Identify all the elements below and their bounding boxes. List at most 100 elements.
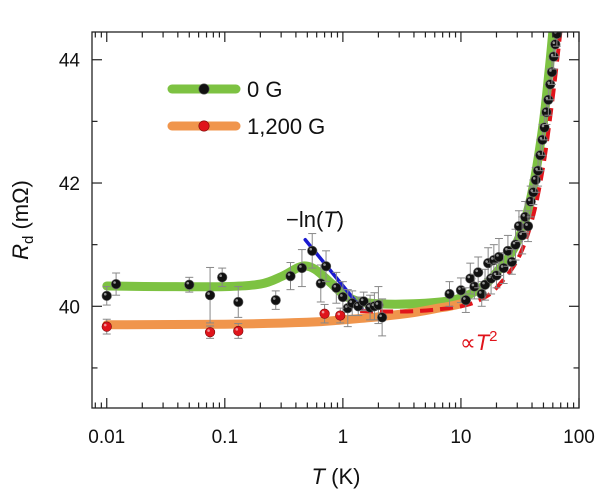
marker-highlight-0g-42 — [525, 223, 528, 226]
marker-highlight-0g-16 — [355, 303, 359, 306]
marker-0g-35 — [498, 262, 509, 274]
y-tick-label-0: 40 — [59, 297, 80, 318]
annotation-ln-t-prefix: −ln( — [286, 207, 324, 232]
point-0g-8 — [296, 249, 308, 288]
y-axis-title-unit: (mΩ) — [8, 180, 33, 236]
marker-1200g-4 — [335, 310, 346, 321]
legend-marker-0g — [198, 83, 210, 95]
marker-highlight-0g-48 — [539, 136, 543, 140]
x-tick-label-3: 10 — [450, 427, 471, 448]
marker-highlight-0g-45 — [532, 177, 536, 180]
x-axis-title-unit: (K) — [325, 464, 360, 489]
marker-highlight-0g-11 — [323, 263, 326, 266]
marker-0g-23 — [455, 285, 467, 296]
point-0g-6 — [270, 290, 281, 310]
marker-highlight-0g-21 — [379, 314, 382, 318]
marker-highlight-0g-40 — [519, 232, 522, 236]
marker-highlight-1200g-0 — [103, 323, 107, 327]
point-0g-3 — [204, 266, 216, 324]
point-0g-37 — [506, 249, 517, 275]
legend-marker-1200g — [198, 120, 210, 132]
point-0g-17 — [358, 291, 369, 312]
y-axis-title-var: R — [8, 244, 33, 260]
marker-0g-10 — [315, 278, 326, 289]
marker-1200g-2 — [233, 325, 244, 337]
point-0g-22 — [444, 281, 455, 307]
marker-highlight-0g-30 — [485, 260, 488, 263]
marker-highlight-0g-36 — [505, 247, 508, 251]
annotation-ln-t-suffix: ) — [337, 207, 344, 232]
marker-highlight-0g-9 — [309, 247, 313, 251]
marker-highlight-0g-38 — [512, 241, 516, 245]
marker-0g-0 — [101, 290, 112, 301]
marker-highlight-0g-32 — [491, 257, 494, 260]
marker-1200g-0 — [101, 321, 112, 332]
marker-highlight-0g-54 — [550, 53, 554, 57]
point-1200g-0 — [101, 318, 112, 335]
point-0g-26 — [469, 273, 480, 300]
point-0g-31 — [485, 262, 497, 295]
marker-highlight-0g-29 — [482, 281, 485, 285]
marker-highlight-0g-20 — [375, 302, 379, 305]
point-1200g-1 — [204, 325, 216, 339]
marker-highlight-1200g-3 — [321, 310, 325, 314]
marker-0g-12 — [331, 282, 342, 293]
marker-0g-2 — [184, 279, 195, 290]
marker-0g-45 — [530, 174, 541, 186]
point-1200g-4 — [335, 307, 346, 324]
marker-highlight-0g-22 — [446, 291, 450, 294]
axis-ticks — [92, 32, 580, 408]
marker-highlight-0g-39 — [516, 223, 519, 226]
marker-highlight-0g-35 — [500, 265, 504, 268]
point-0g-39 — [513, 210, 525, 243]
point-0g-21 — [377, 298, 388, 337]
point-0g-5 — [233, 286, 244, 318]
marker-highlight-0g-43 — [527, 198, 531, 202]
x-axis-title-var: T — [312, 464, 327, 489]
point-0g-7 — [285, 262, 296, 291]
marker-0g-9 — [307, 245, 318, 256]
legend: 0 G 1,200 G — [167, 77, 325, 139]
point-0g-40 — [517, 216, 528, 255]
point-0g-27 — [473, 256, 484, 289]
marker-1200g-1 — [204, 327, 216, 338]
point-0g-24 — [460, 287, 471, 313]
marker-highlight-0g-52 — [547, 81, 550, 85]
x-tick-label-2: 1 — [338, 427, 349, 448]
x-tick-label-0: 0.01 — [88, 427, 125, 448]
marker-highlight-0g-0 — [103, 292, 107, 296]
marker-highlight-0g-4 — [219, 274, 222, 278]
marker-highlight-0g-8 — [299, 265, 302, 268]
point-0g-29 — [479, 268, 491, 301]
point-0g-1 — [110, 272, 122, 296]
marker-highlight-0g-13 — [340, 294, 343, 297]
y-axis-title: Rd (mΩ) — [8, 180, 37, 260]
point-0g-0 — [101, 286, 112, 306]
marker-highlight-0g-34 — [496, 254, 499, 257]
annotation-t-squared-var: T — [476, 330, 491, 355]
tick-labels: 0.01 0.1 1 10 100 40 42 44 — [59, 51, 595, 448]
x-tick-label-1: 0.1 — [212, 427, 238, 448]
marker-0g-11 — [320, 261, 332, 272]
point-0g-42 — [522, 210, 534, 243]
marker-highlight-0g-18 — [367, 304, 370, 308]
y-tick-label-2: 44 — [59, 51, 81, 72]
point-0g-4 — [217, 267, 228, 288]
marker-highlight-1200g-1 — [207, 329, 210, 332]
marker-highlight-0g-47 — [537, 152, 541, 155]
point-1200g-2 — [233, 323, 244, 339]
legend-label-0g: 0 G — [247, 77, 282, 102]
legend-label-1200g: 1,200 G — [247, 114, 325, 139]
marker-highlight-0g-33 — [493, 272, 497, 276]
fit-t-squared-line — [360, 32, 563, 314]
annotation-t-squared-prefix: ∝ — [460, 330, 476, 355]
plot-frame — [91, 31, 580, 409]
point-0g-9 — [307, 233, 318, 269]
marker-highlight-0g-17 — [360, 298, 364, 302]
marker-0g-6 — [270, 295, 281, 306]
marker-highlight-0g-23 — [458, 287, 461, 290]
marker-highlight-0g-51 — [545, 96, 549, 100]
marker-highlight-0g-28 — [478, 291, 482, 294]
point-0g-49 — [539, 114, 550, 141]
